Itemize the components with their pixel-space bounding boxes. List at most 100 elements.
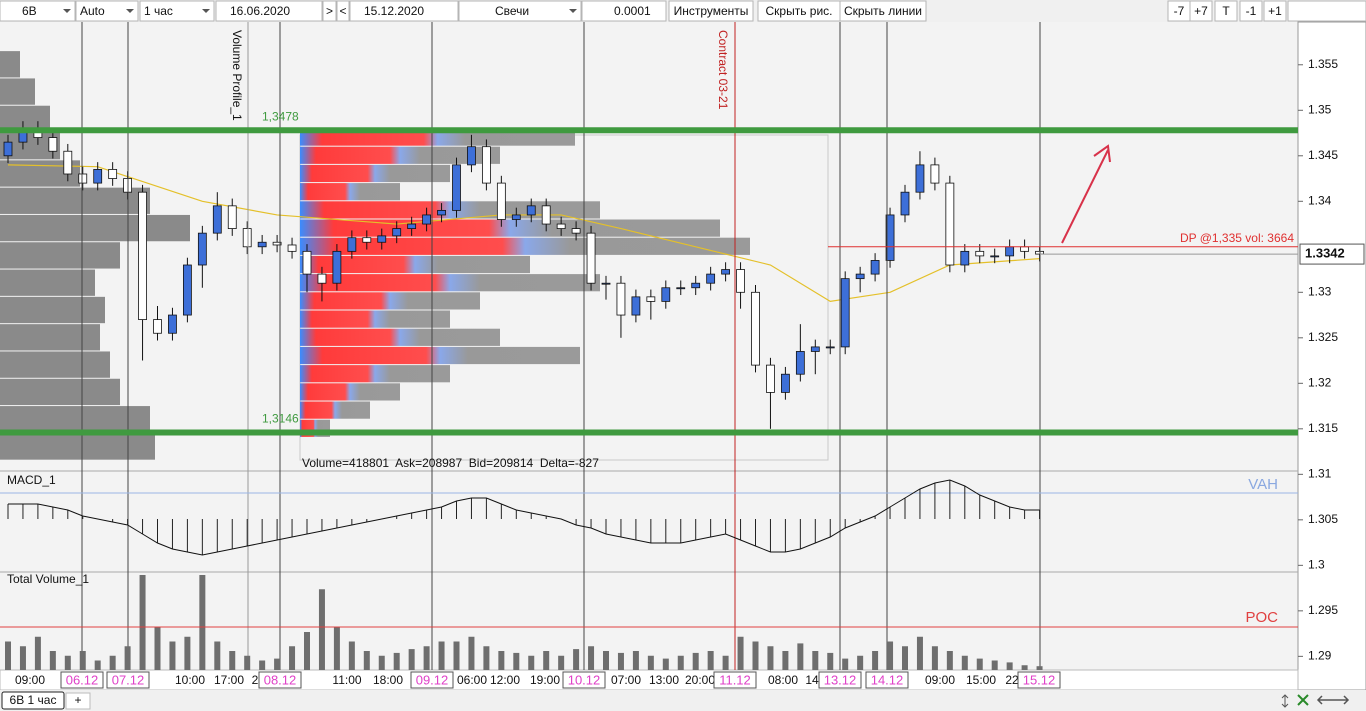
candle-body <box>586 232 596 284</box>
candle-body <box>795 351 805 375</box>
tab-add[interactable] <box>65 692 91 710</box>
hide-lines[interactable]: Скрыть линии <box>844 4 922 18</box>
profile-bar <box>300 328 500 346</box>
candle-body <box>481 146 491 184</box>
pane-title: MACD_1 <box>7 473 56 487</box>
date-box <box>865 671 909 689</box>
chart-style-select[interactable]: Свечи <box>495 4 529 18</box>
profile-bar <box>300 310 450 328</box>
hide-drawings[interactable]: Скрыть рис. <box>765 4 832 18</box>
profile-bar <box>300 237 750 255</box>
time-label: 2 <box>252 673 259 687</box>
price-tick-label: 1.305 <box>1308 512 1338 526</box>
date-label: 08.12 <box>264 672 297 687</box>
date-to[interactable]: 15.12.2020 <box>364 4 424 18</box>
volume-bar <box>528 655 535 670</box>
nav-next[interactable]: > <box>326 4 333 18</box>
apply-button-box[interactable] <box>1287 0 1366 22</box>
volume-bar <box>79 651 86 670</box>
date-label: 10.12 <box>568 672 601 687</box>
volume-bar <box>304 632 310 670</box>
scale-select[interactable]: Auto <box>80 4 105 18</box>
tab-add-label[interactable]: + <box>74 693 81 707</box>
candle-body <box>840 278 850 348</box>
nav-prev-box[interactable] <box>336 0 350 22</box>
candle-body <box>153 319 162 334</box>
date-label: 15.12 <box>1023 672 1056 687</box>
price-tick-label: 1.29 <box>1308 649 1332 663</box>
step-button[interactable]: -1 <box>1246 4 1257 18</box>
step-button-box[interactable] <box>1239 0 1263 22</box>
volume-bar <box>214 641 221 670</box>
step-button[interactable]: +7 <box>1194 4 1208 18</box>
step-button-box[interactable] <box>1263 0 1287 22</box>
step-button[interactable]: +1 <box>1268 4 1282 18</box>
profile-bar <box>300 183 400 201</box>
candle-body <box>3 141 13 157</box>
scale-select-box[interactable] <box>75 0 139 22</box>
date-from[interactable]: 16.06.2020 <box>230 4 290 18</box>
left-profile-bar <box>0 242 120 269</box>
candle-body <box>990 255 1000 258</box>
step-button[interactable]: -7 <box>1174 4 1185 18</box>
timeframe-select[interactable]: 1 час <box>144 4 173 18</box>
candle-body <box>182 264 192 316</box>
volume-bar <box>318 589 325 670</box>
candle-body <box>616 282 626 316</box>
candle-body <box>721 269 730 275</box>
volume-bar <box>124 646 131 670</box>
vertical-label: Volume Profile_1 <box>230 30 244 121</box>
volume-bar <box>887 641 894 670</box>
date-from-box[interactable] <box>215 0 323 22</box>
tab-bar <box>0 690 1366 711</box>
date-box <box>106 671 150 689</box>
instrument-select-box[interactable] <box>0 0 76 22</box>
candle-body <box>810 346 820 352</box>
tick-size-box[interactable] <box>581 0 667 22</box>
time-label: 13:00 <box>649 673 679 687</box>
apply-button[interactable]: Применить <box>1296 4 1358 18</box>
candle-body <box>706 273 716 284</box>
step-button-box[interactable] <box>1189 0 1213 22</box>
pane-title: Total Volume_1 <box>7 572 89 586</box>
instrument-select[interactable]: 6B <box>22 4 37 18</box>
candle-body <box>317 273 327 284</box>
date-box <box>562 671 606 689</box>
tools-button[interactable]: Инструменты <box>674 4 749 18</box>
volume-bar <box>827 652 834 670</box>
volume-bar <box>916 636 923 670</box>
chart-style-select-box[interactable] <box>458 0 582 22</box>
tab[interactable] <box>1 691 65 710</box>
dropdown-arrow[interactable] <box>126 9 134 13</box>
candle-body <box>766 364 775 393</box>
dropdown-arrow[interactable] <box>202 9 210 13</box>
dropdown-arrow[interactable] <box>63 9 71 13</box>
hide-lines-box[interactable] <box>839 0 927 22</box>
step-button-box[interactable] <box>1214 0 1238 22</box>
volume-bar <box>857 655 864 670</box>
volume-bar <box>707 651 714 670</box>
candle-body <box>676 287 686 290</box>
tab-label[interactable]: 6B 1 час <box>10 693 57 707</box>
dropdown-arrow[interactable] <box>569 9 577 13</box>
step-button[interactable]: T <box>1222 4 1230 18</box>
last-price-label: 1.3342 <box>1305 246 1345 261</box>
candle-body <box>646 296 656 302</box>
profile-bar <box>300 401 370 419</box>
nav-prev[interactable]: < <box>339 4 346 18</box>
tick-size[interactable]: 0.0001 <box>614 4 651 18</box>
volume-bar <box>498 651 505 670</box>
price-tick-label: 1.35 <box>1308 102 1332 116</box>
volume-bar <box>752 641 759 670</box>
tools-button-box[interactable] <box>668 0 754 22</box>
volume-bar <box>1036 666 1043 670</box>
volume-bar <box>19 646 26 670</box>
candle-body <box>197 232 207 266</box>
date-to-box[interactable] <box>349 0 459 22</box>
left-profile-bar <box>0 51 20 78</box>
left-profile-bar <box>0 433 155 460</box>
candle-body <box>242 228 252 248</box>
timeframe-select-box[interactable] <box>139 0 215 22</box>
nav-next-box[interactable] <box>322 0 337 22</box>
